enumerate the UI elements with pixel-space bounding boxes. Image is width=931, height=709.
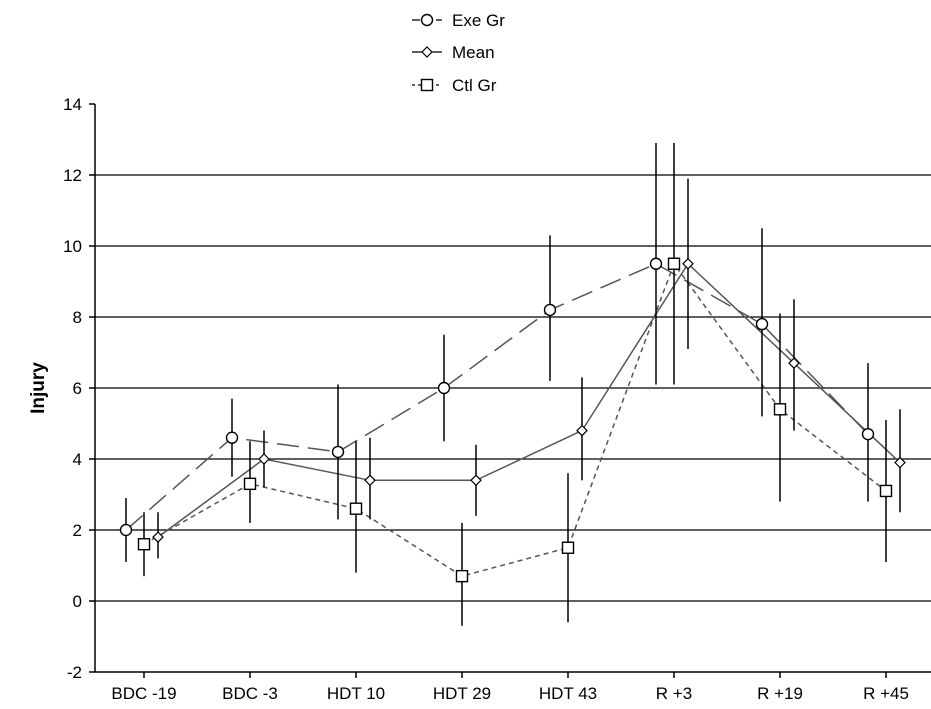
x-tick-label: HDT 10: [327, 684, 385, 703]
series-line-ctl-gr: [143, 262, 887, 577]
legend-label-ctl-gr: Ctl Gr: [452, 76, 497, 95]
data-point-exe-gr: [437, 381, 451, 395]
data-point-mean: [152, 531, 164, 543]
data-point-exe-gr: [543, 303, 557, 317]
y-tick-label: 10: [63, 237, 82, 256]
data-point-exe-gr: [225, 431, 239, 444]
y-tick-label: 2: [73, 521, 82, 540]
y-ticks: -2 0 2 4 6 8 10 12 14: [63, 95, 95, 682]
legend-label-mean: Mean: [452, 43, 495, 62]
y-axis-label: Injury: [28, 362, 49, 414]
grid-lines: [95, 174, 931, 602]
data-point-mean: [894, 456, 906, 469]
legend-label-exe-gr: Exe Gr: [452, 11, 505, 30]
data-point-mean: [788, 357, 800, 369]
data-point-exe-gr: [331, 445, 345, 459]
data-point-mean: [470, 474, 482, 487]
data-point-exe-gr: [649, 257, 663, 270]
series-line-exe-gr: [125, 262, 869, 531]
series-lines: [125, 262, 901, 577]
x-tick-label: R +3: [656, 684, 692, 703]
y-tick-label: 0: [73, 592, 82, 611]
y-tick-label: 14: [63, 95, 82, 114]
x-tick-label: BDC -19: [111, 684, 176, 703]
data-point-mean: [364, 474, 376, 487]
data-point-ctl-gr: [243, 477, 257, 491]
data-point-mean: [258, 453, 270, 465]
y-tick-label: -2: [67, 663, 82, 682]
x-tick-label: R +45: [863, 684, 909, 703]
error-bars: [125, 143, 901, 626]
data-point-exe-gr: [119, 523, 133, 537]
legend-marker-exe-gr: [420, 13, 434, 27]
series-line-mean: [157, 262, 901, 538]
y-tick-label: 12: [63, 166, 82, 185]
data-point-exe-gr: [861, 427, 875, 441]
data-point-ctl-gr: [667, 257, 681, 270]
x-ticks: BDC -19 BDC -3 HDT 10 HDT 29 HDT 43 R +3 R +19…: [111, 672, 909, 703]
data-point-ctl-gr: [349, 502, 363, 515]
data-point-exe-gr: [755, 317, 769, 331]
data-point-ctl-gr: [137, 538, 151, 551]
x-tick-label: BDC -3: [222, 684, 278, 703]
y-tick-label: 6: [73, 379, 82, 398]
series-markers: [119, 257, 906, 583]
legend-marker-mean: [421, 46, 433, 58]
data-point-mean: [682, 257, 694, 270]
data-point-mean: [576, 424, 588, 437]
x-tick-label: HDT 29: [433, 684, 491, 703]
y-tick-label: 4: [73, 450, 82, 469]
x-tick-label: R +19: [757, 684, 803, 703]
legend-marker-ctl-gr: [420, 78, 434, 92]
data-point-ctl-gr: [455, 569, 469, 583]
data-point-ctl-gr: [773, 403, 787, 416]
data-point-ctl-gr: [879, 484, 893, 498]
legend: Exe Gr Mean Ctl Gr: [412, 11, 505, 95]
x-tick-label: HDT 43: [539, 684, 597, 703]
y-tick-label: 8: [73, 308, 82, 327]
data-point-ctl-gr: [561, 541, 575, 554]
